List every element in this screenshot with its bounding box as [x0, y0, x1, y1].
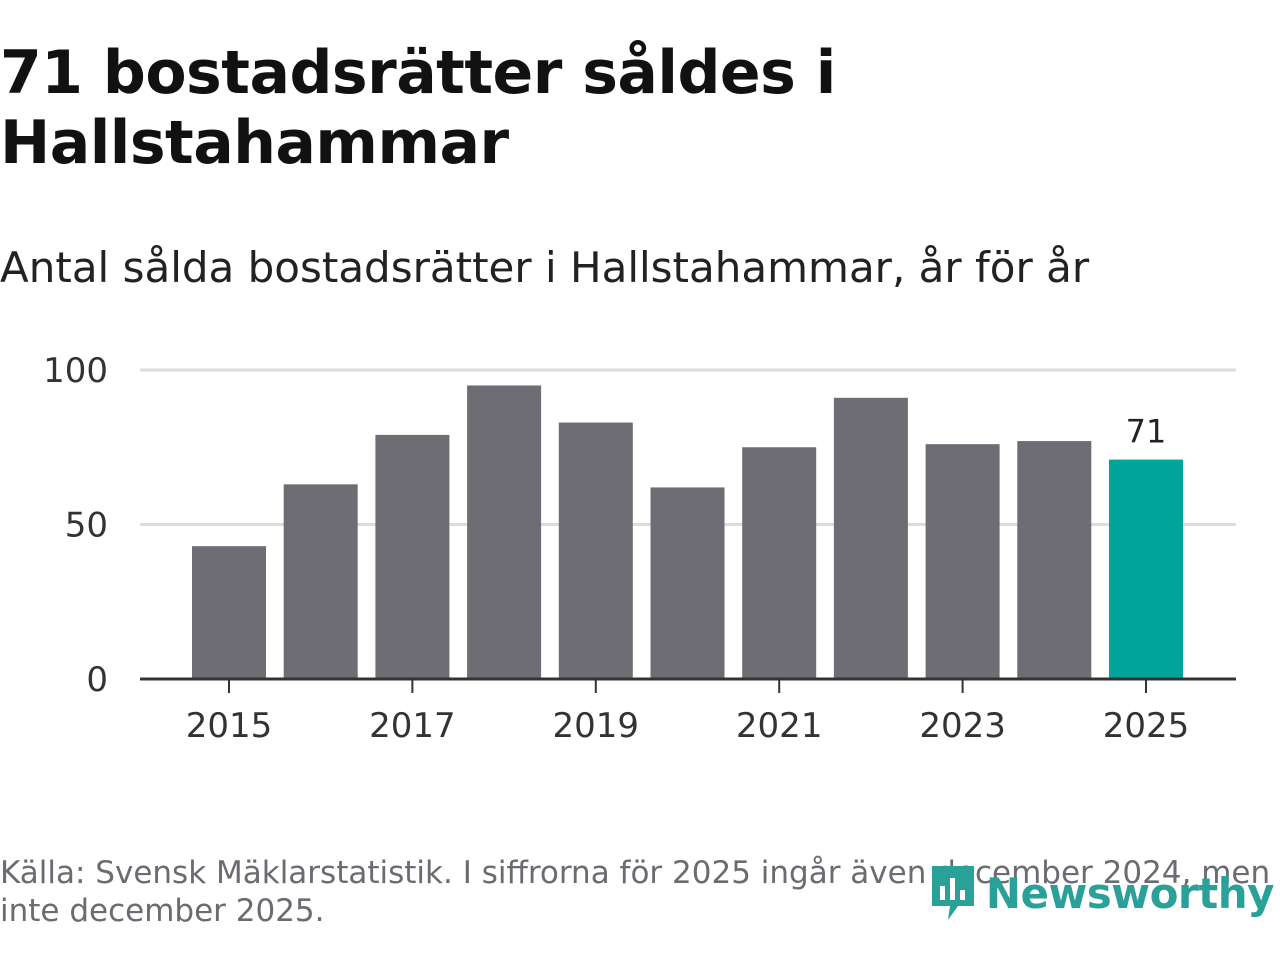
x-tick-label: 2023: [919, 706, 1006, 746]
bar-2019: [558, 422, 633, 679]
y-tick-label: 100: [43, 351, 108, 391]
x-tick-label: 2025: [1103, 706, 1190, 746]
bar-2021: [742, 447, 817, 679]
bar-2018: [467, 385, 542, 679]
data-labels: 71: [1126, 413, 1167, 451]
bar-chart: 71 0 50 100 2015 2017 2019 2021 2023 2025: [43, 351, 1236, 746]
y-tick-label: 50: [65, 506, 108, 546]
data-label: 71: [1126, 413, 1167, 451]
x-tick-label: 2015: [186, 706, 273, 746]
bar-2020: [650, 487, 725, 679]
chart-title: 71 bostadsrätter såldes i Hallstahammar: [0, 38, 836, 178]
y-tick-label: 0: [86, 660, 108, 700]
brand-logo: Newsworthy: [928, 862, 1275, 924]
brand-name: Newsworthy: [985, 868, 1275, 918]
chart-subtitle: Antal sålda bostadsrätter i Hallstahamma…: [0, 243, 1090, 292]
source-note: Källa: Svensk Mäklarstatistik. I siffror…: [0, 855, 1271, 929]
bars: [192, 385, 1183, 679]
x-tick-label: 2019: [553, 706, 640, 746]
bar-2015: [192, 546, 266, 679]
bar-2024: [1017, 441, 1092, 679]
bar-2022: [833, 397, 908, 679]
bar-2023: [925, 444, 1000, 679]
x-tick-label: 2017: [369, 706, 456, 746]
axes: 0 50 100 2015 2017 2019 2021 2023 2025: [43, 351, 1236, 746]
newsworthy-logo-icon: [931, 866, 974, 920]
x-tick-label: 2021: [736, 706, 823, 746]
bar-2016: [283, 484, 358, 679]
bar-2017: [375, 434, 450, 679]
bar-2025: [1109, 459, 1183, 679]
